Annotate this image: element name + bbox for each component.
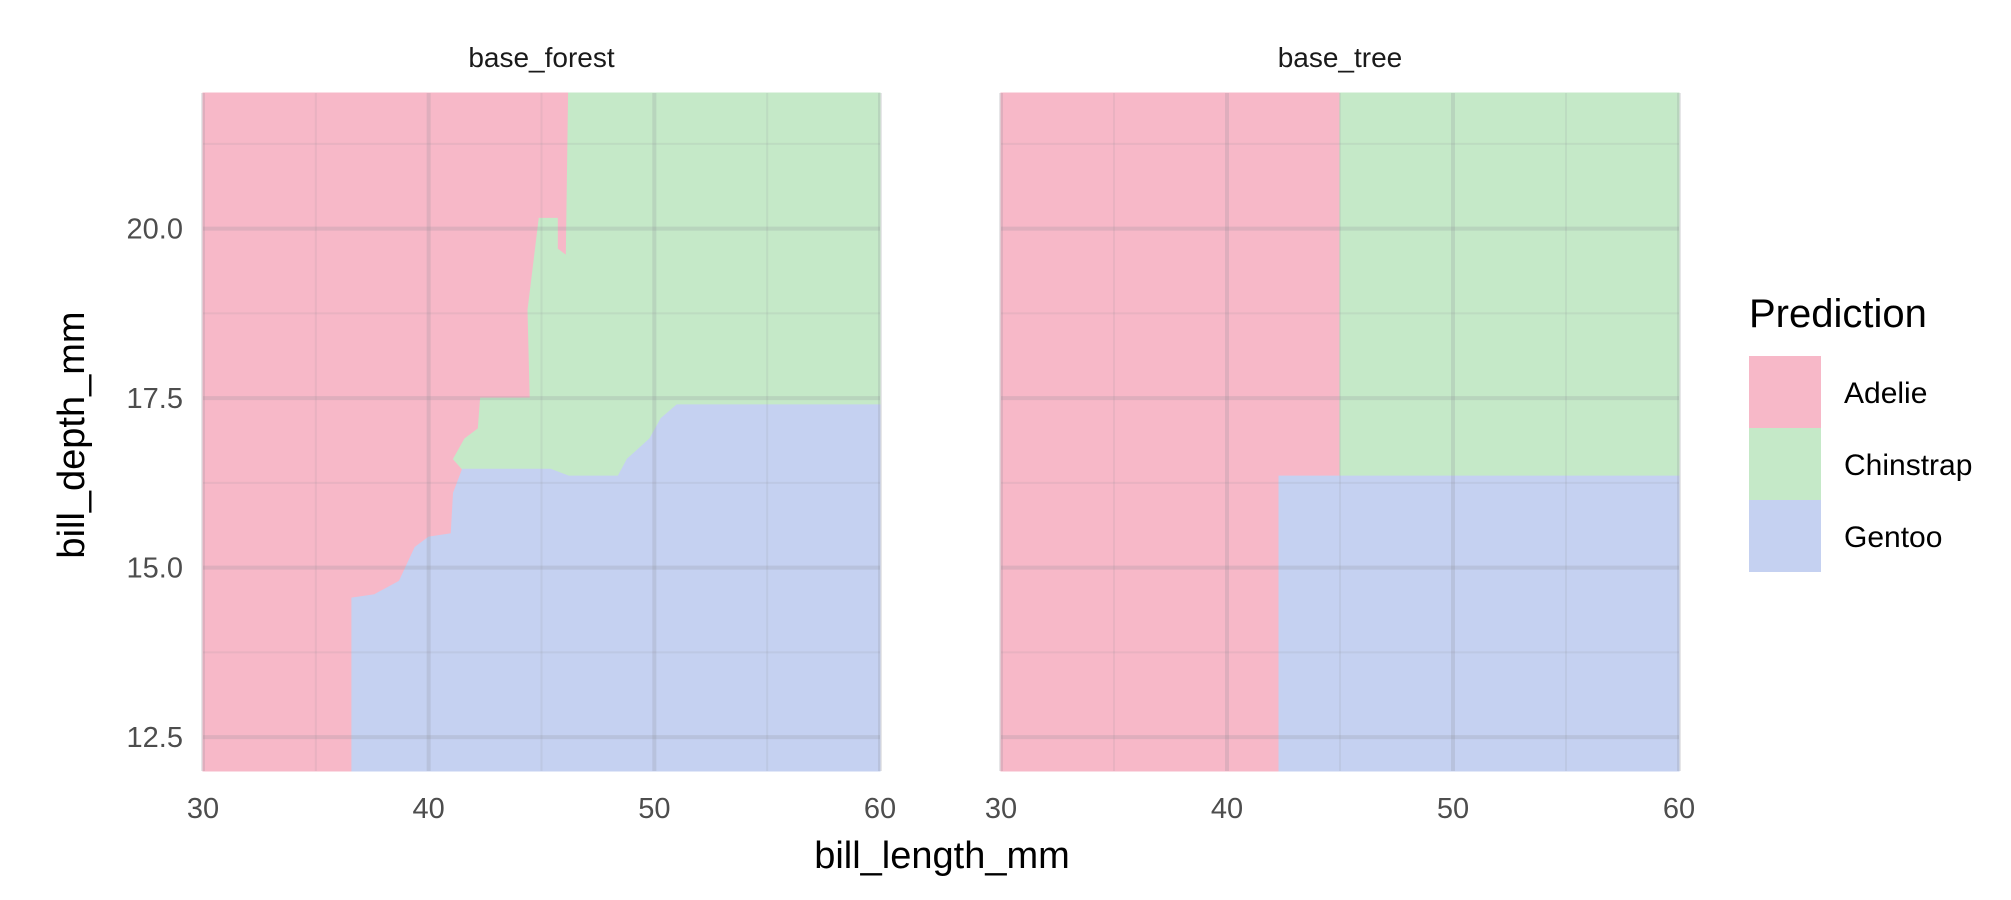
legend-swatch	[1749, 356, 1821, 428]
legend-title: Prediction	[1749, 292, 1927, 336]
legend-swatch	[1749, 428, 1821, 500]
y-tick-label: 12.5	[127, 722, 183, 754]
x-tick-label: 30	[985, 793, 1017, 825]
x-tick-label: 50	[638, 793, 670, 825]
panel-title: base_tree	[1278, 42, 1403, 73]
x-tick-label: 30	[187, 793, 219, 825]
legend-item-chinstrap: Chinstrap	[1749, 428, 1972, 500]
panel-base_tree: base_tree 30 40 50 60	[985, 42, 1695, 825]
grid	[201, 93, 882, 771]
x-tick-label: 40	[413, 793, 445, 825]
legend: Prediction Adelie Chinstrap Gentoo	[1749, 292, 1972, 572]
legend-item-adelie: Adelie	[1749, 356, 1927, 428]
legend-label: Adelie	[1844, 377, 1927, 410]
region-gentoo	[1278, 475, 1680, 772]
legend-label: Chinstrap	[1844, 449, 1972, 482]
legend-label: Gentoo	[1844, 521, 1942, 554]
x-tick-label: 60	[864, 793, 896, 825]
legend-swatch	[1749, 500, 1821, 572]
panel-title: base_forest	[468, 42, 615, 73]
y-tick-label: 17.5	[127, 383, 183, 415]
region-gentoo	[351, 404, 881, 772]
x-axis-title: bill_length_mm	[814, 835, 1070, 877]
panel-base_forest: base_forest 30 40 50 60 12.5 15.0 17.5 20.0	[127, 42, 897, 825]
x-tick-label: 50	[1437, 793, 1469, 825]
region-chinstrap	[1339, 92, 1680, 477]
x-tick-label: 60	[1663, 793, 1695, 825]
grid	[999, 93, 1681, 771]
x-tick-label: 40	[1211, 793, 1243, 825]
y-axis-title: bill_depth_mm	[51, 311, 93, 558]
y-tick-label: 20.0	[127, 214, 183, 246]
y-tick-label: 15.0	[127, 553, 183, 585]
legend-item-gentoo: Gentoo	[1749, 500, 1942, 572]
